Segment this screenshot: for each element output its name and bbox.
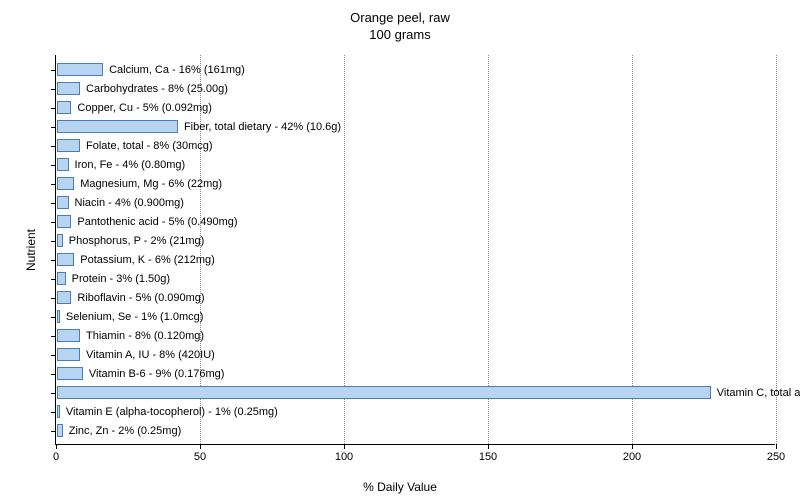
- chart-title: Orange peel, raw 100 grams: [0, 10, 800, 44]
- bar-row: Vitamin B-6 - 9% (0.176mg): [57, 367, 777, 380]
- y-tick: [51, 70, 56, 71]
- bar-row: Vitamin C, total ascorbic acid - 227% (1…: [57, 386, 777, 399]
- plot-area: 050100150200250Calcium, Ca - 16% (161mg)…: [55, 55, 775, 445]
- y-tick: [51, 298, 56, 299]
- bar-label: Potassium, K - 6% (212mg): [74, 253, 215, 266]
- x-tick: [488, 444, 489, 449]
- y-tick: [51, 89, 56, 90]
- bar-label: Calcium, Ca - 16% (161mg): [103, 63, 245, 76]
- y-tick: [51, 393, 56, 394]
- y-tick: [51, 260, 56, 261]
- y-tick: [51, 146, 56, 147]
- bar-label: Fiber, total dietary - 42% (10.6g): [178, 120, 341, 133]
- bar: [57, 177, 74, 190]
- bar-row: Iron, Fe - 4% (0.80mg): [57, 158, 777, 171]
- bar-label: Carbohydrates - 8% (25.00g): [80, 82, 228, 95]
- bar: [57, 196, 69, 209]
- x-tick-label: 100: [335, 451, 353, 463]
- y-tick: [51, 412, 56, 413]
- y-tick: [51, 431, 56, 432]
- bar-label: Selenium, Se - 1% (1.0mcg): [60, 310, 204, 323]
- bar-label: Copper, Cu - 5% (0.092mg): [71, 101, 212, 114]
- bar-label: Vitamin E (alpha-tocopherol) - 1% (0.25m…: [60, 405, 278, 418]
- bar-row: Copper, Cu - 5% (0.092mg): [57, 101, 777, 114]
- bar-row: Zinc, Zn - 2% (0.25mg): [57, 424, 777, 437]
- bar-row: Magnesium, Mg - 6% (22mg): [57, 177, 777, 190]
- bar-row: Pantothenic acid - 5% (0.490mg): [57, 215, 777, 228]
- y-axis-label: Nutrient: [24, 229, 38, 271]
- y-tick: [51, 203, 56, 204]
- y-tick: [51, 241, 56, 242]
- title-line-2: 100 grams: [369, 27, 430, 42]
- bar-row: Vitamin A, IU - 8% (420IU): [57, 348, 777, 361]
- y-tick: [51, 355, 56, 356]
- bar-row: Vitamin E (alpha-tocopherol) - 1% (0.25m…: [57, 405, 777, 418]
- x-tick: [776, 444, 777, 449]
- bar: [57, 158, 69, 171]
- x-tick: [56, 444, 57, 449]
- x-tick: [200, 444, 201, 449]
- x-tick-label: 50: [194, 451, 206, 463]
- bar: [57, 63, 103, 76]
- bar-label: Zinc, Zn - 2% (0.25mg): [63, 424, 181, 437]
- y-tick: [51, 127, 56, 128]
- x-tick: [344, 444, 345, 449]
- bar-label: Vitamin C, total ascorbic acid - 227% (1…: [711, 386, 800, 399]
- y-tick: [51, 317, 56, 318]
- bar-row: Phosphorus, P - 2% (21mg): [57, 234, 777, 247]
- bar-row: Calcium, Ca - 16% (161mg): [57, 63, 777, 76]
- bar-row: Thiamin - 8% (0.120mg): [57, 329, 777, 342]
- bar-label: Vitamin B-6 - 9% (0.176mg): [83, 367, 225, 380]
- bar-label: Protein - 3% (1.50g): [66, 272, 170, 285]
- x-tick-label: 250: [767, 451, 785, 463]
- bar-label: Pantothenic acid - 5% (0.490mg): [71, 215, 237, 228]
- bar: [57, 101, 71, 114]
- y-tick: [51, 336, 56, 337]
- bar-label: Folate, total - 8% (30mcg): [80, 139, 213, 152]
- bar-label: Phosphorus, P - 2% (21mg): [63, 234, 205, 247]
- bar-row: Potassium, K - 6% (212mg): [57, 253, 777, 266]
- bar-label: Thiamin - 8% (0.120mg): [80, 329, 204, 342]
- bar: [57, 253, 74, 266]
- nutrient-chart: Orange peel, raw 100 grams Nutrient % Da…: [0, 0, 800, 500]
- y-tick: [51, 374, 56, 375]
- x-axis-label: % Daily Value: [0, 480, 800, 494]
- y-tick: [51, 222, 56, 223]
- x-tick-label: 200: [623, 451, 641, 463]
- title-line-1: Orange peel, raw: [350, 10, 450, 25]
- bar: [57, 348, 80, 361]
- bar-label: Magnesium, Mg - 6% (22mg): [74, 177, 222, 190]
- bar-row: Selenium, Se - 1% (1.0mcg): [57, 310, 777, 323]
- bar-label: Iron, Fe - 4% (0.80mg): [69, 158, 186, 171]
- bar-row: Carbohydrates - 8% (25.00g): [57, 82, 777, 95]
- bar: [57, 215, 71, 228]
- x-tick: [632, 444, 633, 449]
- bar-row: Protein - 3% (1.50g): [57, 272, 777, 285]
- y-tick: [51, 165, 56, 166]
- bar-label: Vitamin A, IU - 8% (420IU): [80, 348, 215, 361]
- x-tick-label: 0: [53, 451, 59, 463]
- bar: [57, 82, 80, 95]
- y-tick: [51, 108, 56, 109]
- bar: [57, 272, 66, 285]
- bar-row: Fiber, total dietary - 42% (10.6g): [57, 120, 777, 133]
- bar: [57, 139, 80, 152]
- bar-label: Niacin - 4% (0.900mg): [69, 196, 184, 209]
- bar: [57, 367, 83, 380]
- bar: [57, 386, 711, 399]
- bar: [57, 329, 80, 342]
- bar: [57, 291, 71, 304]
- bar-row: Riboflavin - 5% (0.090mg): [57, 291, 777, 304]
- x-tick-label: 150: [479, 451, 497, 463]
- y-tick: [51, 279, 56, 280]
- y-tick: [51, 184, 56, 185]
- bar-row: Folate, total - 8% (30mcg): [57, 139, 777, 152]
- bar-row: Niacin - 4% (0.900mg): [57, 196, 777, 209]
- bar: [57, 120, 178, 133]
- bar-label: Riboflavin - 5% (0.090mg): [71, 291, 204, 304]
